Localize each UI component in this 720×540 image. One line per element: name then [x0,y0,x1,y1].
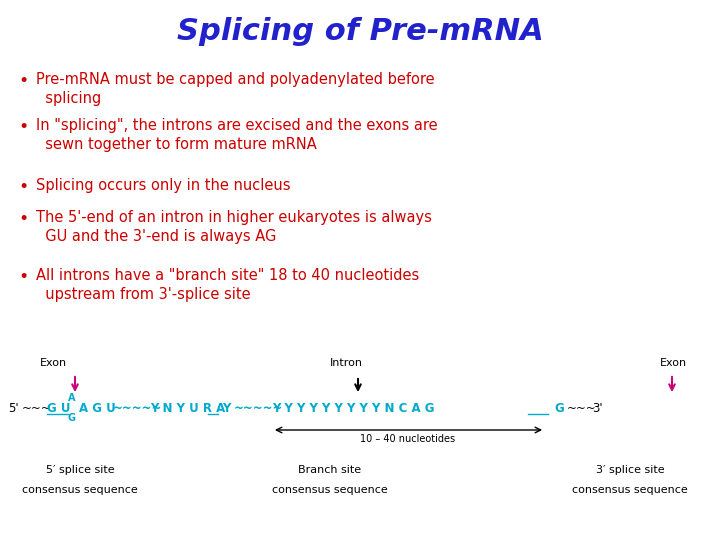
Text: Y N Y U R A: Y N Y U R A [150,402,225,415]
Text: A G U: A G U [79,402,116,415]
Text: 5': 5' [8,402,19,415]
Text: G U: G U [47,402,71,415]
Text: 3′ splice site: 3′ splice site [595,465,665,475]
Text: •: • [18,178,28,196]
Text: Y: Y [222,402,230,415]
Text: Branch site: Branch site [298,465,361,475]
Text: Pre-mRNA must be capped and polyadenylated before
  splicing: Pre-mRNA must be capped and polyadenylat… [36,72,435,106]
Text: Y Y Y Y Y Y Y Y Y N C A G: Y Y Y Y Y Y Y Y Y N C A G [272,402,434,415]
Text: Splicing occurs only in the nucleus: Splicing occurs only in the nucleus [36,178,290,193]
Text: G: G [68,413,76,423]
Text: ~~~~~: ~~~~~ [113,402,163,415]
Text: ~~~: ~~~ [567,402,597,415]
Text: •: • [18,72,28,90]
Text: •: • [18,210,28,228]
Text: All introns have a "branch site" 18 to 40 nucleotides
  upstream from 3'-splice : All introns have a "branch site" 18 to 4… [36,268,419,302]
Text: consensus sequence: consensus sequence [572,485,688,495]
Text: Exon: Exon [40,358,67,368]
Text: In "splicing", the introns are excised and the exons are
  sewn together to form: In "splicing", the introns are excised a… [36,118,438,152]
Text: A: A [68,393,76,403]
Text: ~~~: ~~~ [22,402,52,415]
Text: •: • [18,118,28,136]
Text: •: • [18,268,28,286]
Text: 3': 3' [592,402,603,415]
Text: consensus sequence: consensus sequence [22,485,138,495]
Text: G: G [554,402,564,415]
Text: Intron: Intron [330,358,363,368]
Text: ~~~~~: ~~~~~ [234,402,284,415]
Text: The 5'-end of an intron in higher eukaryotes is always
  GU and the 3'-end is al: The 5'-end of an intron in higher eukary… [36,210,432,244]
Text: Splicing of Pre-mRNA: Splicing of Pre-mRNA [176,17,544,46]
Text: 10 – 40 nucleotides: 10 – 40 nucleotides [361,434,456,444]
Text: Exon: Exon [660,358,687,368]
Text: 5′ splice site: 5′ splice site [45,465,114,475]
Text: consensus sequence: consensus sequence [272,485,388,495]
